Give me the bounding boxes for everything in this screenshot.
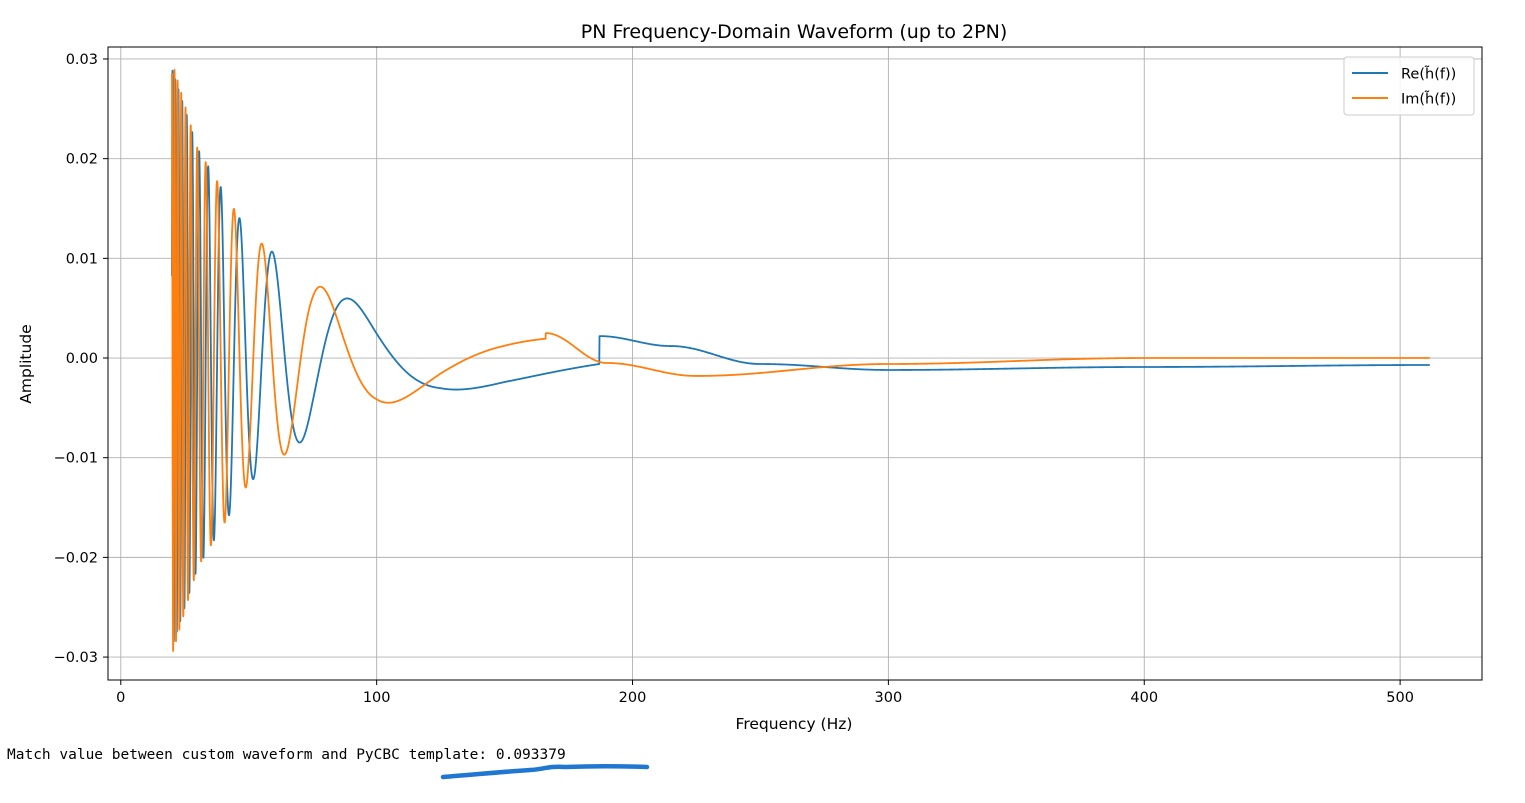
- x-tick-label: 500: [1386, 690, 1414, 706]
- waveform-chart: PN Frequency-Domain Waveform (up to 2PN)…: [17, 21, 1483, 733]
- y-tick-label: 0.01: [66, 251, 98, 267]
- x-tick-label: 0: [116, 690, 125, 706]
- plot-frame: [108, 47, 1482, 680]
- legend-label-imag: Im(h̃(f)): [1401, 91, 1456, 108]
- legend-box: [1343, 56, 1475, 116]
- x-tick-label: 400: [1130, 690, 1158, 706]
- legend-label-real: Re(h̃(f)): [1401, 66, 1456, 83]
- console-output: Match value between custom waveform and …: [7, 747, 566, 763]
- x-tick-label: 200: [619, 690, 647, 706]
- y-tick-label: 0.02: [66, 152, 98, 168]
- legend: Re(h̃(f)) Im(h̃(f)): [1343, 56, 1475, 116]
- x-axis-label: Frequency (Hz): [736, 715, 853, 733]
- chart-title: PN Frequency-Domain Waveform (up to 2PN): [581, 21, 1007, 43]
- y-tick-label: 0.00: [66, 351, 98, 367]
- plot-area: [107, 46, 1483, 681]
- series-line-imag: [171, 68, 1430, 652]
- axes-spines: [107, 46, 1483, 681]
- y-axis-ticks: −0.03 −0.02 −0.01 0.00 0.01 0.02 0.03: [54, 52, 108, 666]
- x-axis-ticks: 0 100 200 300 400 500: [116, 680, 1414, 706]
- x-tick-label: 300: [875, 690, 903, 706]
- y-tick-label: −0.01: [54, 451, 98, 467]
- series-layer: [171, 68, 1430, 652]
- handwritten-underline: [440, 764, 650, 780]
- y-axis-label: Amplitude: [17, 324, 35, 403]
- y-tick-label: 0.03: [66, 52, 98, 68]
- y-tick-label: −0.03: [54, 650, 98, 666]
- x-tick-label: 100: [363, 690, 391, 706]
- y-tick-label: −0.02: [54, 550, 98, 566]
- series-line-real: [171, 69, 1430, 643]
